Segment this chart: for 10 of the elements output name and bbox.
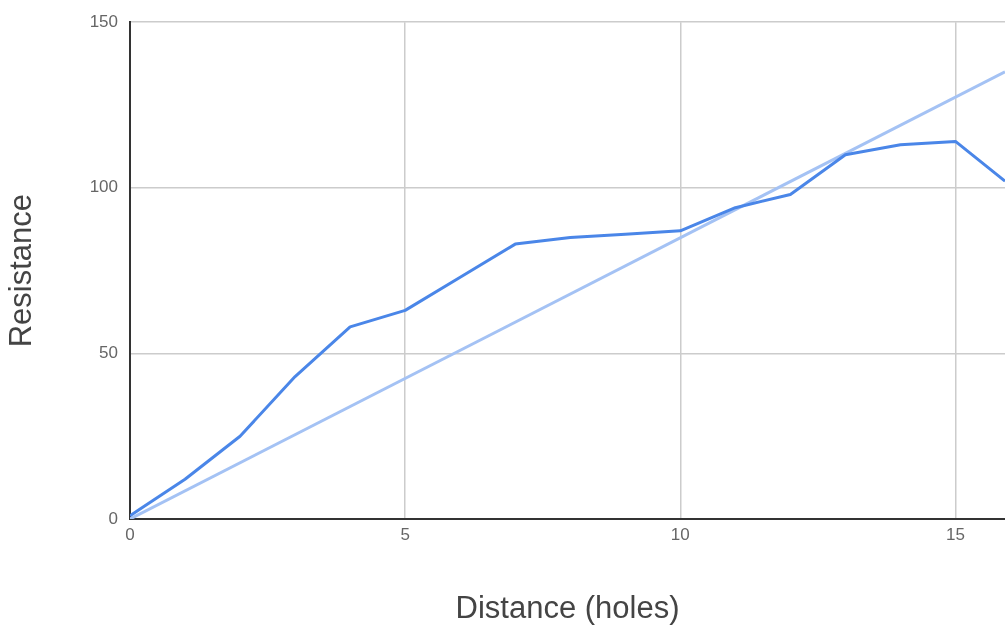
y-tick-label: 0: [108, 508, 118, 528]
x-axis-title: Distance (holes): [455, 589, 680, 625]
y-tick-label: 50: [99, 343, 118, 363]
y-axis-title: Resistance: [3, 193, 39, 348]
x-tick-label: 5: [400, 524, 410, 544]
x-tick-label: 10: [670, 524, 690, 544]
y-tick-label: 100: [89, 177, 118, 197]
x-tick-label: 15: [946, 524, 965, 544]
y-tick-label: 150: [89, 11, 118, 31]
x-tick-label: 0: [125, 524, 135, 544]
